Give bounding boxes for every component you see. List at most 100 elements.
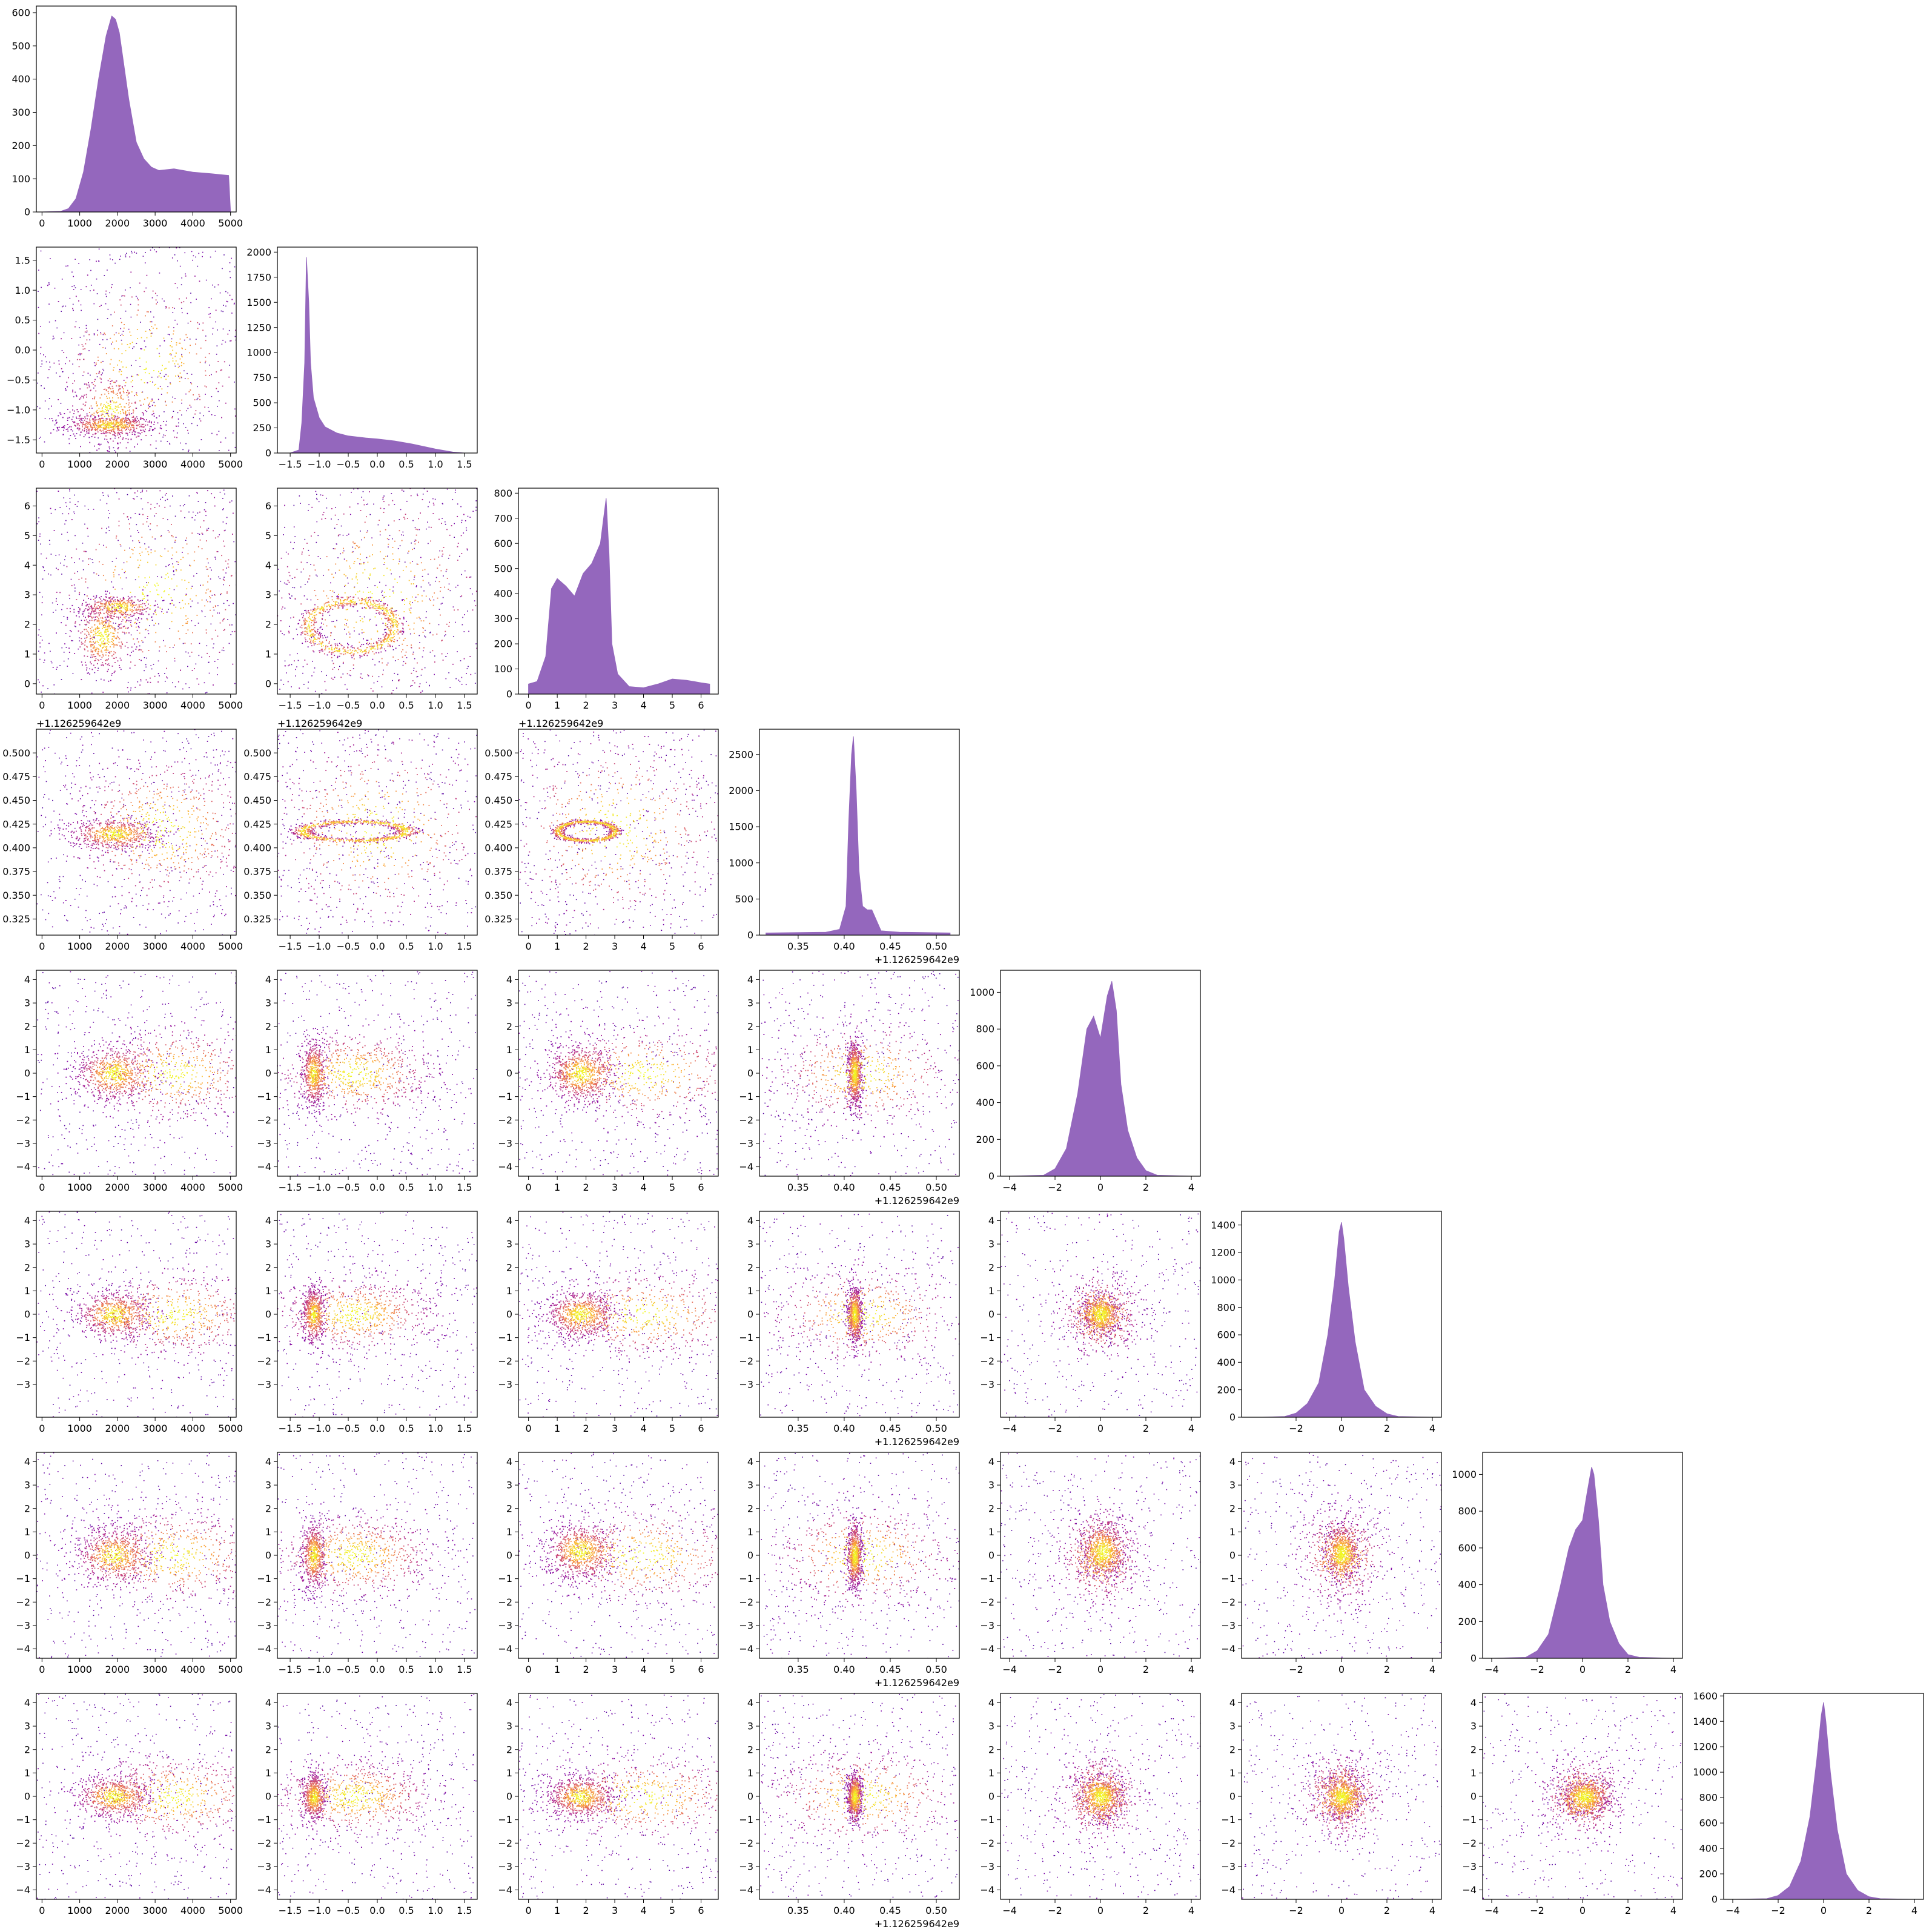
scatter-point [388,636,389,638]
scatter-point [164,368,165,370]
scatter-point [106,646,108,647]
scatter-point [165,500,166,501]
scatter-point [385,603,386,604]
scatter-point [74,587,76,589]
scatter-point [149,329,150,330]
scatter-point [180,376,182,378]
y-tick-label: 0.0 [15,345,30,356]
scatter-point [98,654,99,655]
scatter-point [385,609,386,611]
scatter-point [71,604,73,606]
scatter-point [203,415,205,417]
scatter-point [126,610,128,612]
scatter-point [363,499,365,501]
scatter-point [200,439,202,440]
scatter-point [114,569,116,571]
scatter-point [91,650,93,652]
scatter-point [111,413,113,415]
scatter-point [150,552,152,554]
scatter-point [118,417,120,418]
scatter-point [84,637,85,639]
scatter-point [142,614,144,615]
scatter-point [87,509,89,510]
scatter-point [393,624,395,626]
scatter-point [107,421,108,423]
scatter-point [108,598,110,599]
scatter-point [244,322,245,323]
scatter-point [121,423,123,425]
scatter-point [136,496,138,497]
scatter-point [120,603,121,604]
scatter-point [178,375,179,377]
scatter-point [305,584,306,585]
scatter-point [86,339,88,341]
scatter-point [312,611,314,612]
x-tick-label: −1.0 [308,458,331,470]
scatter-point [114,488,116,489]
scatter-point [122,295,124,297]
scatter-point [131,604,133,606]
scatter-point [98,667,99,669]
scatter-point [309,638,310,640]
scatter-point [140,679,142,680]
scatter-point [108,408,110,410]
scatter-point [197,397,199,399]
scatter-point [124,324,125,325]
scatter-point [320,650,322,652]
scatter-point [320,608,322,610]
scatter-point [131,342,133,343]
scatter-point [113,431,115,432]
scatter-point [387,643,389,645]
scatter-point [169,443,170,444]
scatter-point [71,286,73,288]
scatter-point [176,342,177,343]
scatter-point [460,535,462,537]
scatter-point [101,378,102,380]
scatter-point [114,431,116,433]
scatter-point [404,561,406,563]
y-tick-label: 2 [24,619,30,630]
scatter-point [125,382,127,383]
scatter-point [94,606,96,607]
scatter-point [119,385,121,386]
scatter-point [98,630,99,632]
scatter-point [470,576,472,578]
scatter-point [184,504,185,505]
scatter-point [107,607,108,609]
scatter-point [106,649,108,650]
scatter-point [133,410,134,412]
scatter-point [94,610,95,612]
scatter-point [61,350,63,351]
scatter-point [362,607,363,609]
scatter-point [257,579,259,580]
scatter-point [133,638,134,640]
scatter-point [145,425,147,426]
scatter-point [97,617,99,618]
scatter-point [98,421,100,423]
scatter-point [151,377,153,378]
scatter-point [339,650,341,652]
scatter-point [122,601,124,603]
scatter-point [94,667,96,669]
scatter-point [87,427,88,429]
scatter-point [415,586,417,587]
scatter-point [70,611,71,612]
scatter-point [286,672,287,673]
scatter-point [100,608,102,610]
scatter-point [139,514,141,515]
scatter-point [389,615,391,616]
scatter-point [70,578,72,580]
scatter-point [216,434,218,435]
scatter-point [107,441,108,443]
scatter-point [379,611,380,613]
scatter-point [43,354,44,356]
scatter-point [402,630,403,632]
scatter-point [78,610,79,612]
scatter-point [184,378,186,379]
scatter-point [141,613,142,615]
scatter-point [90,390,91,392]
scatter-point [117,600,119,602]
scatter-point [44,660,45,661]
scatter-point [162,365,163,366]
scatter-point [115,613,117,615]
